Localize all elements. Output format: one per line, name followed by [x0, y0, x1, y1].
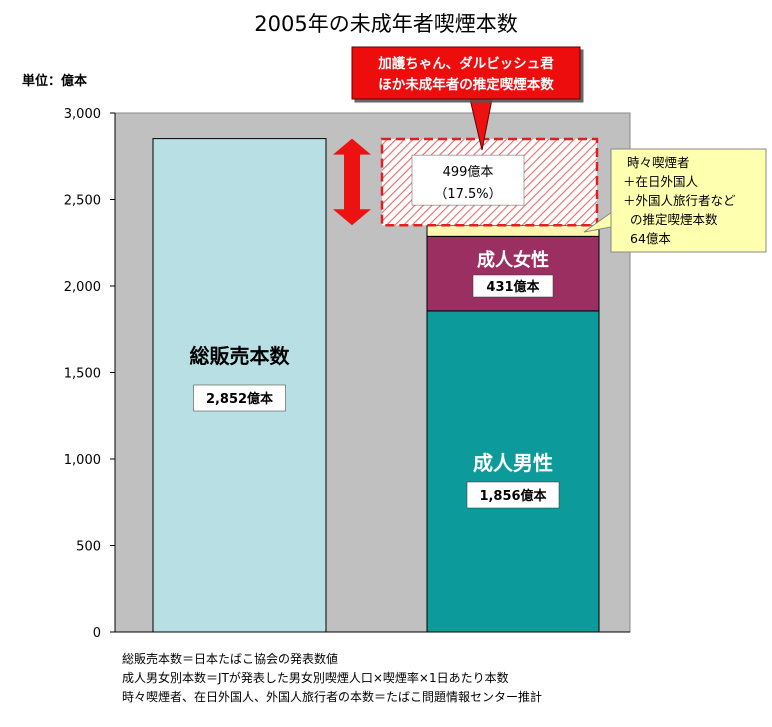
occasional-callout-line-4: の推定喫煙本数 — [630, 212, 718, 227]
total-value-label: 2,852億本 — [206, 391, 273, 407]
unit-label: 単位：億本 — [22, 74, 88, 89]
male-value-label-box — [466, 481, 560, 509]
chart-canvas: 0 500 1,000 1,500 2,000 2,500 3,000 総販売本数 2,852億… — [64, 46, 767, 641]
y-tick-label: 500 — [76, 540, 101, 555]
double-arrow — [333, 138, 371, 226]
male-name-label: 成人男性 — [473, 451, 553, 475]
bar-segment-male — [426, 310, 600, 633]
y-tick-label: 2,500 — [64, 194, 101, 209]
y-tick-label: 2,000 — [64, 280, 101, 295]
y-tick-label: 1,500 — [64, 367, 101, 382]
y-tick-label: 3,000 — [64, 107, 101, 122]
bar-segment-occasional — [426, 224, 600, 237]
female-value-label-box — [472, 274, 554, 298]
total-name-label: 総販売本数 — [190, 344, 291, 368]
female-name-label: 成人女性 — [477, 249, 549, 271]
occasional-callout — [610, 148, 767, 253]
male-value-label: 1,856億本 — [479, 488, 546, 504]
occasional-callout-line-5: 64億本 — [630, 231, 671, 246]
bar-segment-female — [426, 235, 600, 312]
footnote-total: 総販売本数＝日本たばこ協会の発表数値 — [122, 652, 339, 666]
minors-percent-label: （17.5%） — [434, 187, 501, 202]
footnote-occasional: 時々喫煙者、在日外国人、外国人旅行者の本数＝たばこ問題情報センター推計 — [122, 690, 543, 704]
y-tick-label: 0 — [93, 626, 101, 641]
minors-value-box — [411, 154, 525, 206]
minors-callout-line-1: 加護ちゃん、ダルビッシュ君 — [377, 55, 554, 72]
occasional-callout-line-1: 時々喫煙者 — [627, 155, 690, 170]
y-tick-label: 1,000 — [64, 453, 101, 468]
minors-value-label: 499億本 — [443, 164, 494, 180]
female-value-label: 431億本 — [486, 279, 539, 295]
chart-title: 2005年の未成年者喫煙本数 — [254, 12, 518, 36]
minors-callout — [351, 46, 581, 100]
footnotes: 総販売本数＝日本たばこ協会の発表数値 成人男女別本数＝JTが発表した男女別喫煙人… — [122, 650, 542, 707]
minors-callout-line-2: ほか未成年者の推定喫煙本数 — [378, 76, 554, 93]
occasional-callout-line-3: ＋外国人旅行者など — [623, 193, 736, 208]
total-value-label-box — [193, 384, 286, 412]
occasional-callout-line-2: ＋在日外国人 — [623, 174, 699, 189]
footnote-adults: 成人男女別本数＝JTが発表した男女別喫煙人口×喫煙率×1日あたり本数 — [122, 671, 509, 685]
